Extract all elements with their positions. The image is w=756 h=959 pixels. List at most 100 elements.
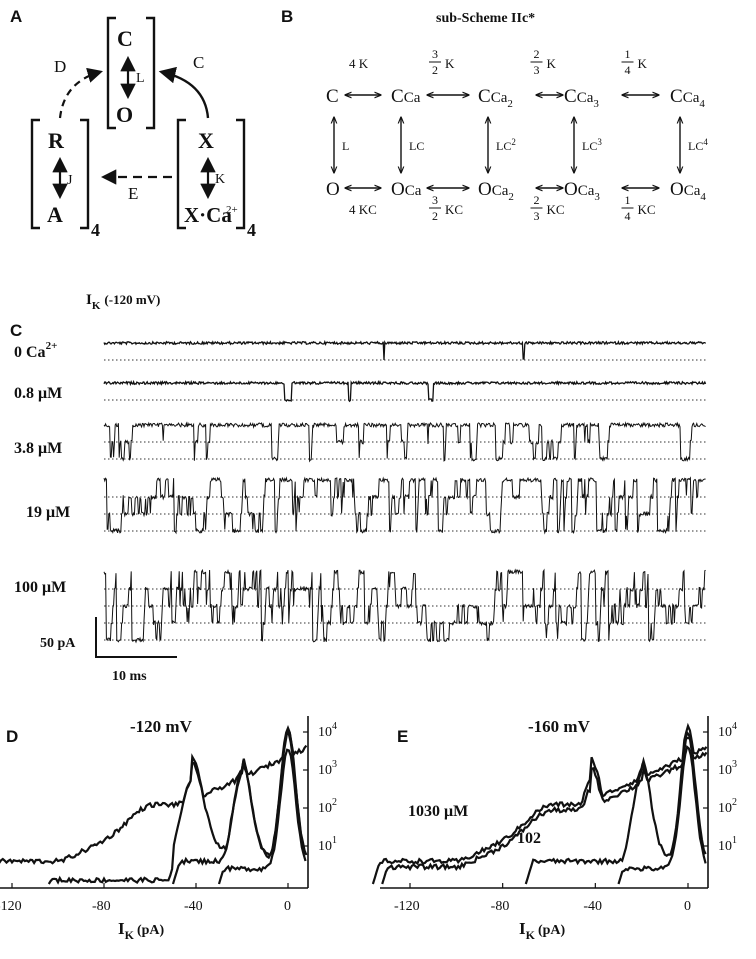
- d-y-tick-label-3: 101: [318, 835, 337, 854]
- trace-title: IK (-120 mV): [86, 292, 160, 312]
- e-x-tick-label-0: -120: [394, 899, 420, 914]
- d-x-tick-label-2: -40: [184, 899, 203, 914]
- bracket-ra-right: [80, 118, 90, 230]
- vertical-rate-2: LC2: [496, 137, 516, 153]
- x-subscript: 4: [247, 220, 256, 240]
- e-x-tick-label-3: 0: [684, 899, 691, 914]
- top-state-0: C: [326, 86, 339, 107]
- trace-label-0: 0 Ca2+: [14, 340, 57, 361]
- e-y-tick-label-3: 101: [718, 835, 737, 854]
- scale-current: 50 pA: [40, 636, 76, 651]
- rate-j: J: [67, 173, 73, 188]
- top-rate-0: 4 K: [349, 56, 369, 71]
- bottom-frac-num-1: 3: [432, 193, 438, 207]
- panel-a-letter: A: [10, 7, 22, 26]
- trace-3: [103, 476, 706, 535]
- vertical-rate-4: LC4: [688, 137, 708, 153]
- top-state-1: CCa: [391, 86, 421, 107]
- d-histogram-2: [171, 730, 307, 885]
- transition-d: D: [54, 57, 66, 76]
- top-frac-num-3: 1: [625, 47, 631, 61]
- bottom-state-1: OCa: [391, 179, 422, 200]
- top-state-3: CCa3: [564, 86, 599, 110]
- transition-c: C: [193, 53, 204, 72]
- bracket-co-left: [106, 16, 116, 130]
- state-o: O: [116, 102, 133, 127]
- transition-e: E: [128, 184, 138, 203]
- top-frac-den-2: 3: [534, 63, 540, 77]
- e-y-tick-label-0: 104: [718, 721, 737, 740]
- trace-label-1: 0.8 μM: [14, 385, 62, 402]
- d-x-tick-label-0: -120: [0, 899, 22, 914]
- d-y-tick-label-1: 103: [318, 759, 337, 778]
- bottom-rate-1: KC: [445, 202, 463, 217]
- d-histogram-3: [217, 748, 307, 885]
- bottom-state-0: O: [326, 179, 340, 200]
- e-x-tick-label-2: -40: [583, 899, 602, 914]
- e-x-tick-label-1: -80: [491, 899, 510, 914]
- x-axis-label-d: IK (pA): [118, 919, 165, 942]
- e-y-tick-label-1: 103: [718, 759, 737, 778]
- e-y-tick-label-2: 102: [718, 797, 737, 816]
- bottom-frac-num-2: 2: [534, 193, 540, 207]
- d-histogram-1: [47, 728, 308, 885]
- voltage-label-d: -120 mV: [130, 717, 193, 736]
- trace-label-2: 3.8 μM: [14, 440, 62, 457]
- panel-c: C IK (-120 mV) 50 pA 10 ms 0 Ca2+ 0.8 μM 3.…: [10, 292, 707, 684]
- bracket-co-right: [146, 16, 156, 130]
- bottom-state-4: OCa4: [670, 179, 706, 203]
- trace-label-3: 19 μM: [26, 504, 70, 521]
- top-rate-3: K: [638, 56, 648, 71]
- trace-label-4: 100 μM: [14, 579, 66, 596]
- bottom-rate-3: KC: [638, 202, 656, 217]
- d-y-tick-label-0: 104: [318, 721, 337, 740]
- bottom-rate-0: 4 KC: [349, 202, 377, 217]
- transition-d-arrow: [58, 67, 103, 119]
- scale-bar: [95, 617, 177, 658]
- panel-b-letter: B: [281, 7, 293, 26]
- e-histogram-1: [381, 736, 708, 885]
- bottom-frac-num-3: 1: [625, 193, 631, 207]
- top-frac-num-2: 2: [534, 47, 540, 61]
- state-r: R: [48, 128, 65, 153]
- panel-c-letter: C: [10, 321, 22, 340]
- panel-a: A C O L R A J 4 X X·Ca 2+ K 4 D C E: [10, 7, 256, 240]
- vertical-rate-3: LC3: [582, 137, 602, 153]
- bottom-rate-2: KC: [547, 202, 565, 217]
- scheme-title: sub-Scheme IIc*: [436, 11, 535, 26]
- vertical-rate-0: L: [342, 139, 349, 153]
- panel-d-letter: D: [6, 727, 18, 746]
- transition-c-arrow: [158, 66, 210, 119]
- curve-label-102: 102: [517, 830, 541, 847]
- rate-k: K: [215, 172, 225, 187]
- x-axis-label-e: IK (pA): [519, 919, 566, 942]
- bottom-frac-den-1: 2: [432, 209, 438, 223]
- scale-time: 10 ms: [112, 669, 147, 684]
- ra-subscript: 4: [91, 220, 100, 240]
- bracket-x-right: [236, 118, 246, 230]
- panel-e-letter: E: [397, 727, 408, 746]
- rate-l: L: [136, 71, 145, 86]
- top-state-4: CCa4: [670, 86, 705, 110]
- d-x-tick-label-1: -80: [92, 899, 111, 914]
- panel-e: E -160 mV 1030 μM 102 IK (pA) 104 103 102 10…: [371, 716, 737, 942]
- panel-b: B sub-Scheme IIc* C CCa CCa2 CCa3 CCa4 O OCa OC…: [281, 7, 708, 223]
- d-y-tick-label-2: 102: [318, 797, 337, 816]
- state-a: A: [47, 202, 63, 227]
- state-x: X: [198, 128, 214, 153]
- bottom-frac-den-3: 4: [625, 209, 631, 223]
- d-histogram-0: [0, 724, 308, 865]
- trace-2: [103, 421, 706, 463]
- bracket-ra-left: [30, 118, 40, 230]
- trace-0: [103, 339, 707, 361]
- bottom-state-2: OCa2: [478, 179, 514, 203]
- vertical-rate-1: LC: [409, 139, 424, 153]
- e-histogram-0: [371, 722, 708, 885]
- state-c: C: [117, 26, 133, 51]
- voltage-label-e: -160 mV: [528, 717, 591, 736]
- top-frac-den-3: 4: [625, 63, 631, 77]
- xca-superscript: 2+: [226, 204, 238, 216]
- top-frac-num-1: 3: [432, 47, 438, 61]
- bracket-x-left: [176, 118, 186, 230]
